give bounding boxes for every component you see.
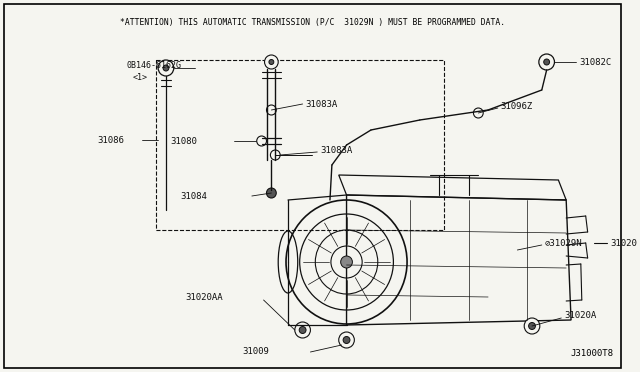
Circle shape (266, 105, 276, 115)
Text: 31020: 31020 (610, 238, 637, 247)
Text: 31009: 31009 (242, 347, 269, 356)
Text: 31084: 31084 (180, 192, 207, 201)
Bar (156, 60, 444, 230)
Text: 31086: 31086 (98, 135, 125, 144)
Text: 31082C: 31082C (579, 58, 611, 67)
Circle shape (529, 323, 536, 330)
Text: 0B146-6162G: 0B146-6162G (127, 61, 182, 70)
Circle shape (539, 54, 554, 70)
Circle shape (158, 60, 173, 76)
Circle shape (270, 150, 280, 160)
Text: J31000T8: J31000T8 (570, 349, 613, 358)
Circle shape (257, 136, 266, 146)
Text: 31080: 31080 (171, 137, 198, 145)
Text: 31083A: 31083A (305, 99, 338, 109)
Circle shape (266, 188, 276, 198)
Circle shape (295, 322, 310, 338)
Circle shape (269, 60, 274, 64)
Text: 31020A: 31020A (564, 311, 596, 321)
Circle shape (544, 59, 550, 65)
Circle shape (299, 327, 306, 334)
Circle shape (163, 65, 169, 71)
Text: 31096Z: 31096Z (500, 102, 533, 110)
Circle shape (474, 108, 483, 118)
Circle shape (340, 256, 353, 268)
Text: <1>: <1> (132, 73, 148, 81)
Circle shape (264, 55, 278, 69)
Circle shape (524, 318, 540, 334)
Text: *ATTENTION) THIS AUTOMATIC TRANSMISSION (P/C  31029N ) MUST BE PROGRAMMED DATA.: *ATTENTION) THIS AUTOMATIC TRANSMISSION … (120, 18, 505, 27)
Text: ⊘31029N: ⊘31029N (545, 238, 582, 247)
Circle shape (339, 332, 355, 348)
Text: 31020AA: 31020AA (186, 294, 223, 302)
Circle shape (343, 337, 350, 343)
Text: 31083A: 31083A (320, 145, 353, 154)
